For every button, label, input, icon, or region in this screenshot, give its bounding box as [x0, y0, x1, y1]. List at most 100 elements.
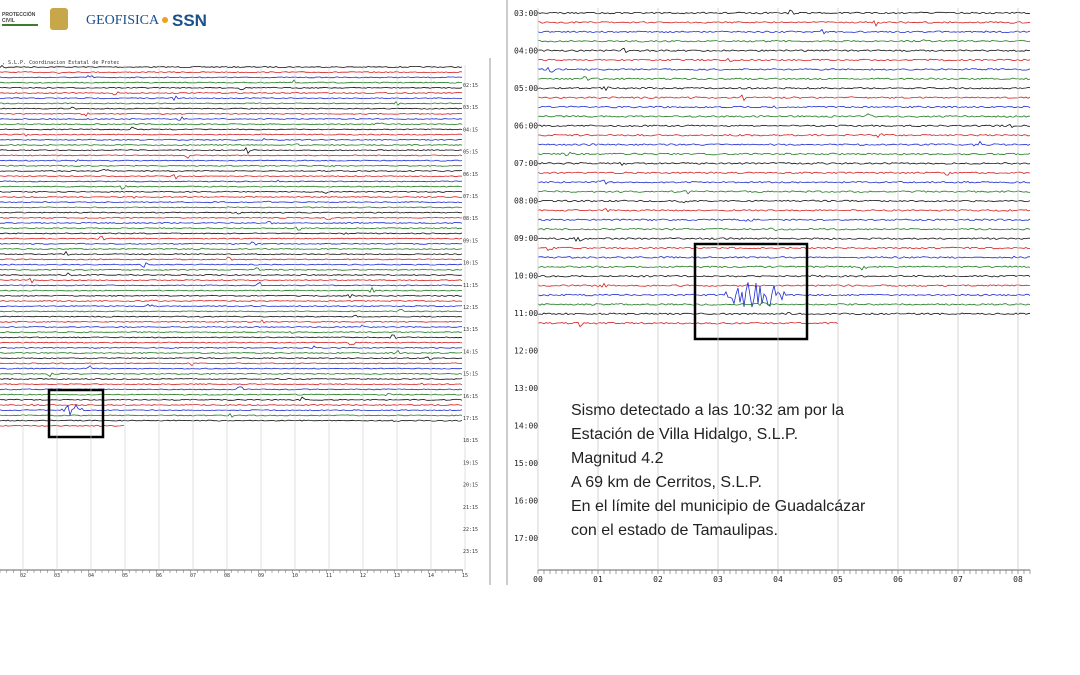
x-label: 06 [156, 573, 162, 579]
hour-label: 04:00 [514, 47, 538, 56]
hour-label: 05:00 [514, 84, 538, 93]
trace [0, 168, 463, 172]
trace [0, 101, 463, 106]
trace [537, 321, 839, 328]
hour-label: 09:15 [463, 238, 478, 244]
hour-label: 20:15 [463, 483, 478, 489]
trace [0, 341, 463, 346]
trace [0, 232, 463, 235]
x-label: 06 [893, 575, 903, 584]
hour-label: 10:15 [463, 261, 478, 267]
trace [0, 86, 463, 91]
hour-label: 21:15 [463, 505, 478, 511]
hour-label: 06:00 [514, 122, 538, 131]
trace [537, 265, 1031, 271]
annotation-line: Estación de Villa Hidalgo, S.L.P. [571, 426, 798, 443]
trace [537, 282, 1030, 288]
x-label: 08 [224, 573, 230, 579]
hour-label: 07:15 [463, 194, 478, 200]
x-label: 03 [713, 575, 723, 584]
trace [537, 301, 1031, 307]
logo-bar [2, 24, 38, 26]
trace [537, 20, 1031, 27]
trace [0, 216, 463, 221]
logo-text: GEOFISICA [86, 13, 160, 28]
logo-text: SSN [172, 11, 207, 30]
left-header: , S.L.P. Coordinacion Estatal de Protec [2, 60, 119, 66]
trace [0, 159, 463, 163]
x-label: 02 [653, 575, 663, 584]
trace [0, 281, 463, 287]
trace [0, 226, 463, 231]
trace [537, 57, 1031, 62]
trace [0, 349, 463, 355]
trace [537, 105, 1031, 109]
trace [0, 241, 463, 246]
x-label: 11 [326, 573, 332, 579]
trace [0, 396, 463, 402]
trace [0, 419, 463, 423]
x-label: 14 [428, 573, 434, 579]
trace [0, 286, 463, 293]
trace [537, 246, 1031, 251]
trace [0, 126, 463, 131]
trace [0, 247, 463, 251]
x-label: 03 [54, 573, 60, 579]
hour-label: 02:15 [463, 83, 478, 89]
x-label: 04 [773, 575, 783, 584]
trace [0, 250, 463, 256]
hour-label: 13:15 [463, 327, 478, 333]
trace [0, 272, 463, 277]
hour-label: 09:00 [514, 234, 538, 243]
trace [537, 282, 1031, 308]
hour-label: 06:15 [463, 172, 478, 178]
hour-label: 03:15 [463, 105, 478, 111]
event-box [693, 242, 809, 341]
trace [0, 138, 463, 141]
trace [537, 85, 1031, 92]
trace [0, 235, 463, 241]
hour-label: 16:00 [514, 497, 538, 506]
x-label: 08 [1013, 575, 1023, 584]
logo-shield [50, 8, 68, 30]
trace [537, 171, 1031, 176]
trace [0, 299, 463, 302]
hour-label: 18:15 [463, 438, 478, 444]
trace [0, 133, 463, 137]
x-label: 13 [394, 573, 400, 579]
trace [0, 319, 463, 324]
trace [537, 311, 1031, 316]
trace [0, 174, 463, 180]
logo-text: PROTECCIÓN [2, 10, 36, 18]
trace [538, 199, 1031, 204]
trace [0, 65, 463, 69]
trace [0, 185, 463, 190]
trace [0, 308, 463, 313]
x-label: 01 [593, 575, 603, 584]
hour-label: 11:00 [514, 309, 538, 318]
trace [0, 106, 463, 110]
x-label: 05 [122, 573, 128, 579]
x-label: 15 [462, 573, 468, 579]
hour-label: 08:00 [514, 197, 538, 206]
x-label: 09 [258, 573, 264, 579]
trace [0, 154, 463, 159]
trace [537, 227, 1031, 232]
trace [0, 324, 463, 328]
trace [537, 124, 1031, 129]
hour-label: 16:15 [463, 394, 478, 400]
hour-label: 23:15 [463, 549, 478, 555]
trace [537, 113, 1031, 118]
trace [0, 122, 463, 126]
x-label: 10 [292, 573, 298, 579]
trace [0, 256, 463, 261]
trace [537, 218, 1031, 222]
logos: PROTECCIÓN CIVIL GEOFISICA SSN [2, 8, 207, 30]
trace [0, 164, 463, 168]
hour-label: 12:15 [463, 305, 478, 311]
trace [0, 195, 462, 199]
annotation-line: con el estado de Tamaulipas. [571, 522, 778, 539]
trace [0, 413, 463, 418]
hour-label: 15:15 [463, 372, 478, 378]
